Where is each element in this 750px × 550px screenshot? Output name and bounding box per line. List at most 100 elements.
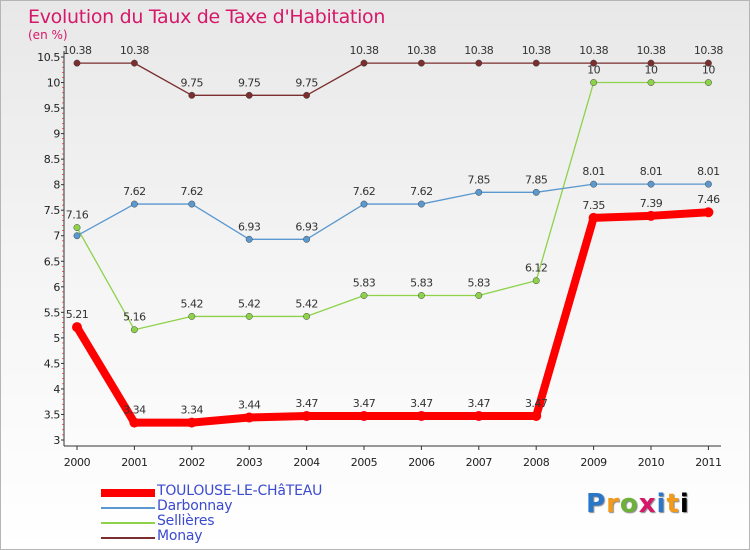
data-point-monay <box>245 91 253 99</box>
chart-title: Evolution du Taux de Taxe d'Habitation <box>28 6 386 28</box>
data-point-selli-res <box>73 224 81 232</box>
data-label-selli-res: 6.12 <box>525 262 548 275</box>
logo-letter: i <box>679 489 690 519</box>
data-label-monay: 10.38 <box>637 44 666 57</box>
y-tick-label: 7.5 <box>44 204 61 217</box>
data-label-monay: 10.38 <box>63 44 92 57</box>
legend-swatch-sellieres <box>101 521 155 524</box>
data-point-selli-res <box>245 312 253 320</box>
x-tick-label: 2005 <box>351 456 378 469</box>
data-label-selli-res: 5.83 <box>468 276 491 289</box>
data-label-monay: 10.38 <box>694 44 723 57</box>
data-point-toulouse-le-ch-teau <box>588 212 599 223</box>
data-point-darbonnay <box>245 235 253 243</box>
data-point-monay <box>647 59 655 67</box>
data-label-darbonnay: 7.62 <box>181 185 204 198</box>
y-tick-label: 10.5 <box>37 51 60 64</box>
y-tick-label: 5 <box>53 332 60 345</box>
logo-letter: x <box>638 489 657 519</box>
y-tick-label: 4 <box>53 383 60 396</box>
data-point-monay <box>73 59 81 67</box>
logo-letter: i <box>656 489 667 519</box>
data-label-toulouse-le-ch-teau: 7.39 <box>640 197 663 210</box>
data-point-selli-res <box>647 79 655 86</box>
logo-letter: o <box>619 489 639 519</box>
data-label-toulouse-le-ch-teau: 3.34 <box>123 404 146 417</box>
data-point-toulouse-le-ch-teau <box>244 412 255 423</box>
x-tick-label: 2011 <box>695 456 721 469</box>
legend-swatch-toulouse <box>101 488 155 497</box>
data-point-selli-res <box>590 79 598 86</box>
y-tick-label: 6 <box>53 281 60 294</box>
data-point-monay <box>130 59 138 67</box>
logo-letter: r <box>606 489 620 519</box>
y-tick-label: 3.5 <box>44 408 61 421</box>
data-point-monay <box>188 91 196 99</box>
data-label-toulouse-le-ch-teau: 3.44 <box>238 399 261 412</box>
legend-label-toulouse: TOULOUSE-LE-CHâTEAU <box>157 483 323 499</box>
y-tick-label: 8.5 <box>44 153 61 166</box>
data-point-selli-res <box>130 326 138 334</box>
data-point-monay <box>590 59 598 67</box>
data-label-monay: 10.38 <box>407 44 436 57</box>
data-point-monay <box>704 59 712 67</box>
data-label-toulouse-le-ch-teau: 3.47 <box>410 397 433 410</box>
data-point-darbonnay <box>130 200 138 208</box>
data-label-selli-res: 5.42 <box>295 297 318 310</box>
y-tick-label: 4.5 <box>44 357 61 370</box>
data-point-darbonnay <box>475 188 483 196</box>
data-label-toulouse-le-ch-teau: 3.47 <box>468 397 491 410</box>
series-line-monay <box>76 62 710 96</box>
data-point-darbonnay <box>704 180 712 188</box>
data-label-selli-res: 5.16 <box>123 311 146 324</box>
data-label-toulouse-le-ch-teau: 3.47 <box>295 397 318 410</box>
data-label-darbonnay: 7.62 <box>410 185 433 198</box>
data-point-selli-res <box>475 292 483 299</box>
data-label-monay: 10.38 <box>350 44 379 57</box>
legend-swatch-darbonnay <box>101 506 155 509</box>
data-point-toulouse-le-ch-teau <box>72 322 82 333</box>
y-tick-label: 3 <box>53 434 60 447</box>
data-label-darbonnay: 8.01 <box>582 165 605 178</box>
logo-letter: P <box>586 489 607 519</box>
data-label-monay: 10.38 <box>464 44 493 57</box>
data-point-selli-res <box>417 292 425 299</box>
data-label-toulouse-le-ch-teau: 3.47 <box>353 397 376 410</box>
data-label-monay: 10.38 <box>120 44 149 57</box>
data-point-selli-res <box>360 292 368 299</box>
y-tick-label: 8 <box>53 179 60 192</box>
x-tick-label: 2001 <box>121 456 147 469</box>
data-point-darbonnay <box>590 180 598 188</box>
data-point-monay <box>532 59 540 67</box>
data-point-toulouse-le-ch-teau <box>359 410 369 421</box>
x-tick-label: 2002 <box>179 456 205 469</box>
data-label-monay: 9.75 <box>295 76 318 89</box>
data-label-darbonnay: 7.62 <box>123 185 146 198</box>
data-label-selli-res: 10 <box>645 64 658 77</box>
series-line-darbonnay <box>76 183 710 240</box>
series-line-selli-res <box>76 81 710 331</box>
x-tick-label: 2004 <box>293 456 320 469</box>
data-point-toulouse-le-ch-teau <box>186 417 197 428</box>
data-label-toulouse-le-ch-teau: 5.21 <box>66 308 89 321</box>
y-tick-label: 5.5 <box>44 306 61 319</box>
data-point-monay <box>417 59 425 67</box>
legend-label-monay: Monay <box>157 528 203 544</box>
data-label-toulouse-le-ch-teau: 3.47 <box>525 397 548 410</box>
data-label-selli-res: 5.42 <box>181 297 204 310</box>
legend-swatch-monay <box>101 536 155 539</box>
data-label-selli-res: 5.42 <box>238 297 261 310</box>
data-label-selli-res: 5.83 <box>410 276 433 289</box>
logo-letter: t <box>666 489 680 519</box>
data-point-selli-res <box>188 312 196 320</box>
data-label-monay: 9.75 <box>238 76 261 89</box>
y-tick-label: 9 <box>53 128 60 141</box>
y-tick-label: 6.5 <box>44 255 61 268</box>
x-tick-label: 2006 <box>408 456 435 469</box>
data-point-toulouse-le-ch-teau <box>473 410 484 421</box>
legend-label-sellieres: Sellières <box>157 513 215 529</box>
data-point-darbonnay <box>417 200 425 208</box>
x-tick-label: 2007 <box>466 456 493 469</box>
data-point-darbonnay <box>303 235 311 243</box>
data-label-darbonnay: 8.01 <box>640 165 663 178</box>
